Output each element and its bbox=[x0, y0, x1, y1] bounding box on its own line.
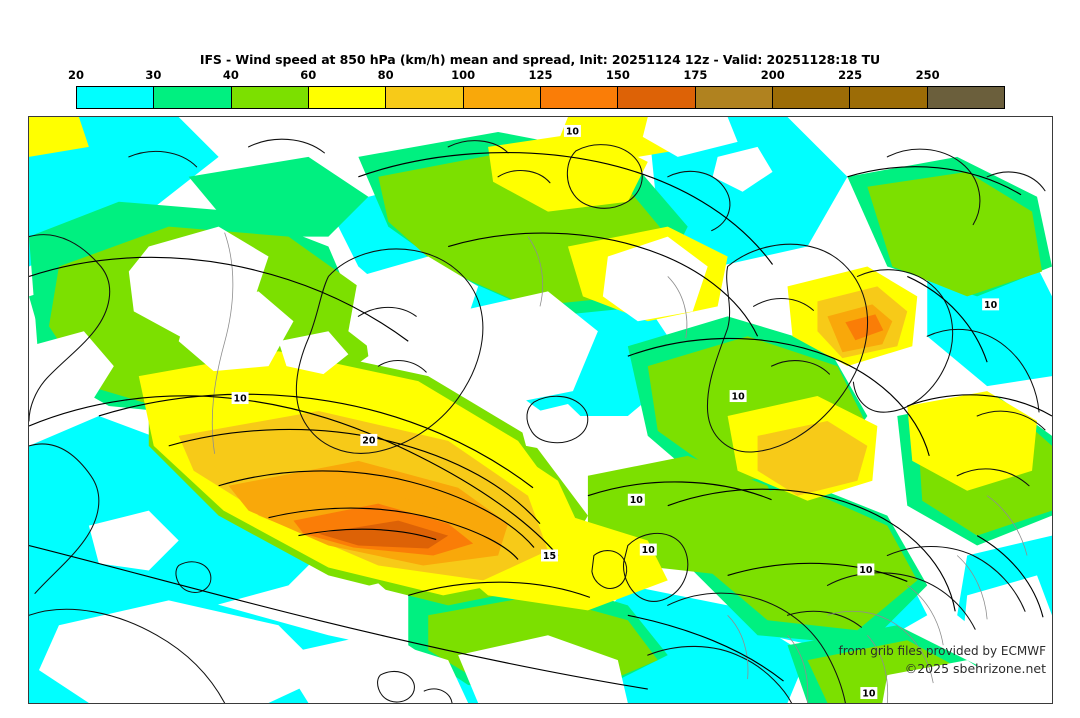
page-title: IFS - Wind speed at 850 hPa (km/h) mean … bbox=[199, 52, 881, 67]
svg-text:10: 10 bbox=[642, 545, 656, 556]
colorbar-tick-40: 40 bbox=[222, 68, 239, 82]
colorbar-segment-100 bbox=[463, 87, 541, 108]
colorbar-segment-40 bbox=[231, 87, 309, 108]
colorbar-segment-60 bbox=[308, 87, 387, 108]
colorbar-tick-100: 100 bbox=[451, 68, 476, 82]
colorbar-segment-225 bbox=[850, 87, 928, 108]
colorbar-tick-125: 125 bbox=[528, 68, 553, 82]
colorbar-segment-200 bbox=[772, 87, 851, 108]
colorbar-segment-125 bbox=[540, 87, 619, 108]
svg-text:20: 20 bbox=[362, 435, 376, 446]
colorbar-gradient bbox=[76, 86, 1005, 109]
colorbar-tick-200: 200 bbox=[760, 68, 785, 82]
svg-text:10: 10 bbox=[630, 495, 644, 506]
svg-text:10: 10 bbox=[984, 300, 998, 311]
colorbar-segment-80 bbox=[386, 87, 464, 108]
colorbar: 20 30 40 60 80 100 125 150 175 200 225 250 bbox=[68, 68, 1005, 109]
colorbar-tick-80: 80 bbox=[377, 68, 394, 82]
colorbar-segment-250 bbox=[927, 87, 1004, 108]
colorbar-tick-60: 60 bbox=[300, 68, 317, 82]
svg-text:10: 10 bbox=[566, 126, 580, 137]
colorbar-tick-175: 175 bbox=[683, 68, 708, 82]
colorbar-segment-30 bbox=[154, 87, 232, 108]
colorbar-tick-30: 30 bbox=[145, 68, 162, 82]
colorbar-tick-labels: 20 30 40 60 80 100 125 150 175 200 225 250 bbox=[68, 67, 1005, 83]
colorbar-segment-175 bbox=[695, 87, 773, 108]
map-canvas: 10 20 15 10 bbox=[29, 117, 1052, 703]
svg-text:15: 15 bbox=[543, 551, 556, 562]
colorbar-tick-20: 20 bbox=[67, 68, 85, 82]
svg-text:10: 10 bbox=[859, 565, 873, 576]
svg-text:10: 10 bbox=[233, 394, 247, 405]
svg-text:10: 10 bbox=[732, 392, 746, 403]
colorbar-segment-150 bbox=[618, 87, 696, 108]
colorbar-tick-250: 250 bbox=[915, 68, 940, 82]
colorbar-tick-225: 225 bbox=[838, 68, 863, 82]
colorbar-tick-150: 150 bbox=[605, 68, 630, 82]
colorbar-segment-20 bbox=[77, 87, 155, 108]
svg-text:10: 10 bbox=[862, 689, 876, 700]
map-frame[interactable]: 10 20 15 10 bbox=[28, 116, 1053, 704]
